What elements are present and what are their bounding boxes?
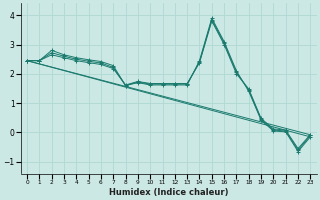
X-axis label: Humidex (Indice chaleur): Humidex (Indice chaleur) <box>109 188 228 197</box>
